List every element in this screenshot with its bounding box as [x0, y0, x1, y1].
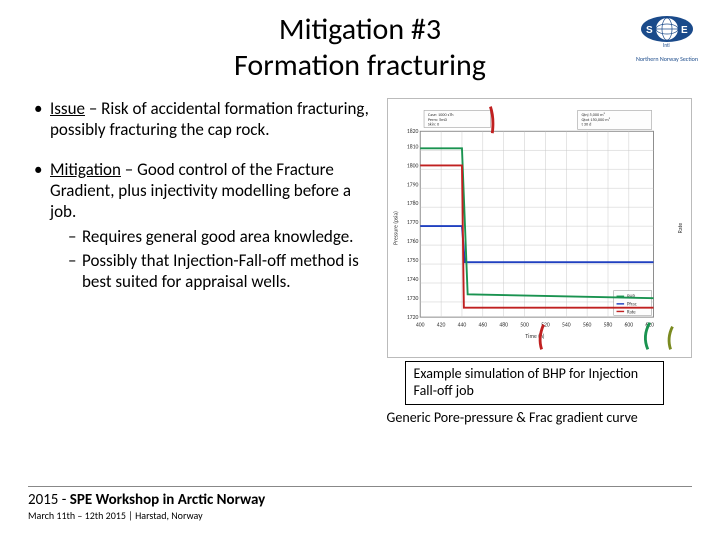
svg-text:1780: 1780	[406, 200, 418, 207]
title-line-2: Formation fracturing	[234, 47, 486, 84]
header: Mitigation #3 Formation fracturing S E I…	[28, 12, 692, 84]
issue-body: – Risk of accidental formation fracturin…	[50, 98, 369, 140]
svg-text:1750: 1750	[406, 257, 418, 264]
svg-text:t 30 d: t 30 d	[581, 123, 591, 128]
sub-bullets: Requires general good area knowledge. Po…	[50, 226, 379, 292]
svg-text:Rate: Rate	[677, 223, 684, 234]
svg-text:E: E	[681, 25, 688, 36]
svg-text:1820: 1820	[406, 128, 418, 135]
svg-text:1740: 1740	[406, 276, 418, 283]
content-row: Issue – Risk of accidental formation fra…	[28, 98, 692, 426]
svg-text:480: 480	[499, 322, 508, 329]
svg-text:580: 580	[603, 322, 612, 329]
bullet-issue: Issue – Risk of accidental formation fra…	[28, 98, 379, 141]
left-column: Issue – Risk of accidental formation fra…	[28, 98, 387, 426]
title-line-1: Mitigation #3	[279, 11, 441, 48]
footer-line1-bold: SPE Workshop in Arctic Norway	[70, 491, 265, 509]
right-column: 1720 1730 1740 1750 1760 1770 1780 1790 …	[387, 98, 692, 426]
svg-text:Intl: Intl	[663, 43, 670, 48]
footer: 2015 - SPE Workshop in Arctic Norway Mar…	[28, 486, 692, 522]
svg-text:400: 400	[415, 322, 424, 329]
svg-text:1760: 1760	[406, 238, 418, 245]
svg-text:500: 500	[520, 322, 529, 329]
footer-line-2: March 11th – 12th 2015 | Harstad, Norway	[28, 509, 692, 522]
mitigation-head: Mitigation	[50, 159, 121, 180]
svg-text:1810: 1810	[406, 143, 418, 150]
bullet-mitigation: Mitigation – Good control of the Fractur…	[28, 159, 379, 293]
issue-head: Issue	[50, 98, 85, 119]
svg-text:440: 440	[457, 322, 466, 329]
svg-text:1770: 1770	[406, 219, 418, 226]
svg-text:Pressure (psia): Pressure (psia)	[392, 211, 399, 245]
svg-text:1720: 1720	[406, 314, 418, 321]
svg-text:1800: 1800	[406, 162, 418, 169]
slide: Mitigation #3 Formation fracturing S E I…	[0, 0, 720, 540]
svg-text:420: 420	[436, 322, 445, 329]
svg-text:540: 540	[562, 322, 571, 329]
svg-text:S: S	[646, 25, 653, 36]
svg-text:1730: 1730	[406, 295, 418, 302]
svg-text:460: 460	[478, 322, 487, 329]
sub-bullet-1: Requires general good area knowledge.	[68, 226, 379, 247]
svg-text:560: 560	[582, 322, 591, 329]
footer-line1-plain: 2015 -	[28, 491, 70, 509]
footer-line-1: 2015 - SPE Workshop in Arctic Norway	[28, 491, 692, 509]
spe-logo: S E Intl Northern Norway Section	[632, 14, 702, 63]
sub-bullet-2: Possibly that Injection-Fall-off method …	[68, 250, 379, 293]
chart-caption-1: Example simulation of BHP for Injection …	[405, 361, 665, 405]
globe-icon: S E Intl	[637, 14, 697, 48]
svg-text:Skin: 0: Skin: 0	[427, 123, 439, 128]
svg-text:600: 600	[624, 322, 633, 329]
svg-text:Rate: Rate	[627, 309, 636, 315]
bhp-chart: 1720 1730 1740 1750 1760 1770 1780 1790 …	[387, 98, 692, 358]
chart-svg: 1720 1730 1740 1750 1760 1770 1780 1790 …	[388, 99, 691, 357]
logo-caption: Northern Norway Section	[632, 55, 702, 63]
chart-caption-2: Generic Pore-pressure & Frac gradient cu…	[387, 409, 692, 426]
svg-text:1790: 1790	[406, 181, 418, 188]
slide-title: Mitigation #3 Formation fracturing	[234, 12, 486, 84]
